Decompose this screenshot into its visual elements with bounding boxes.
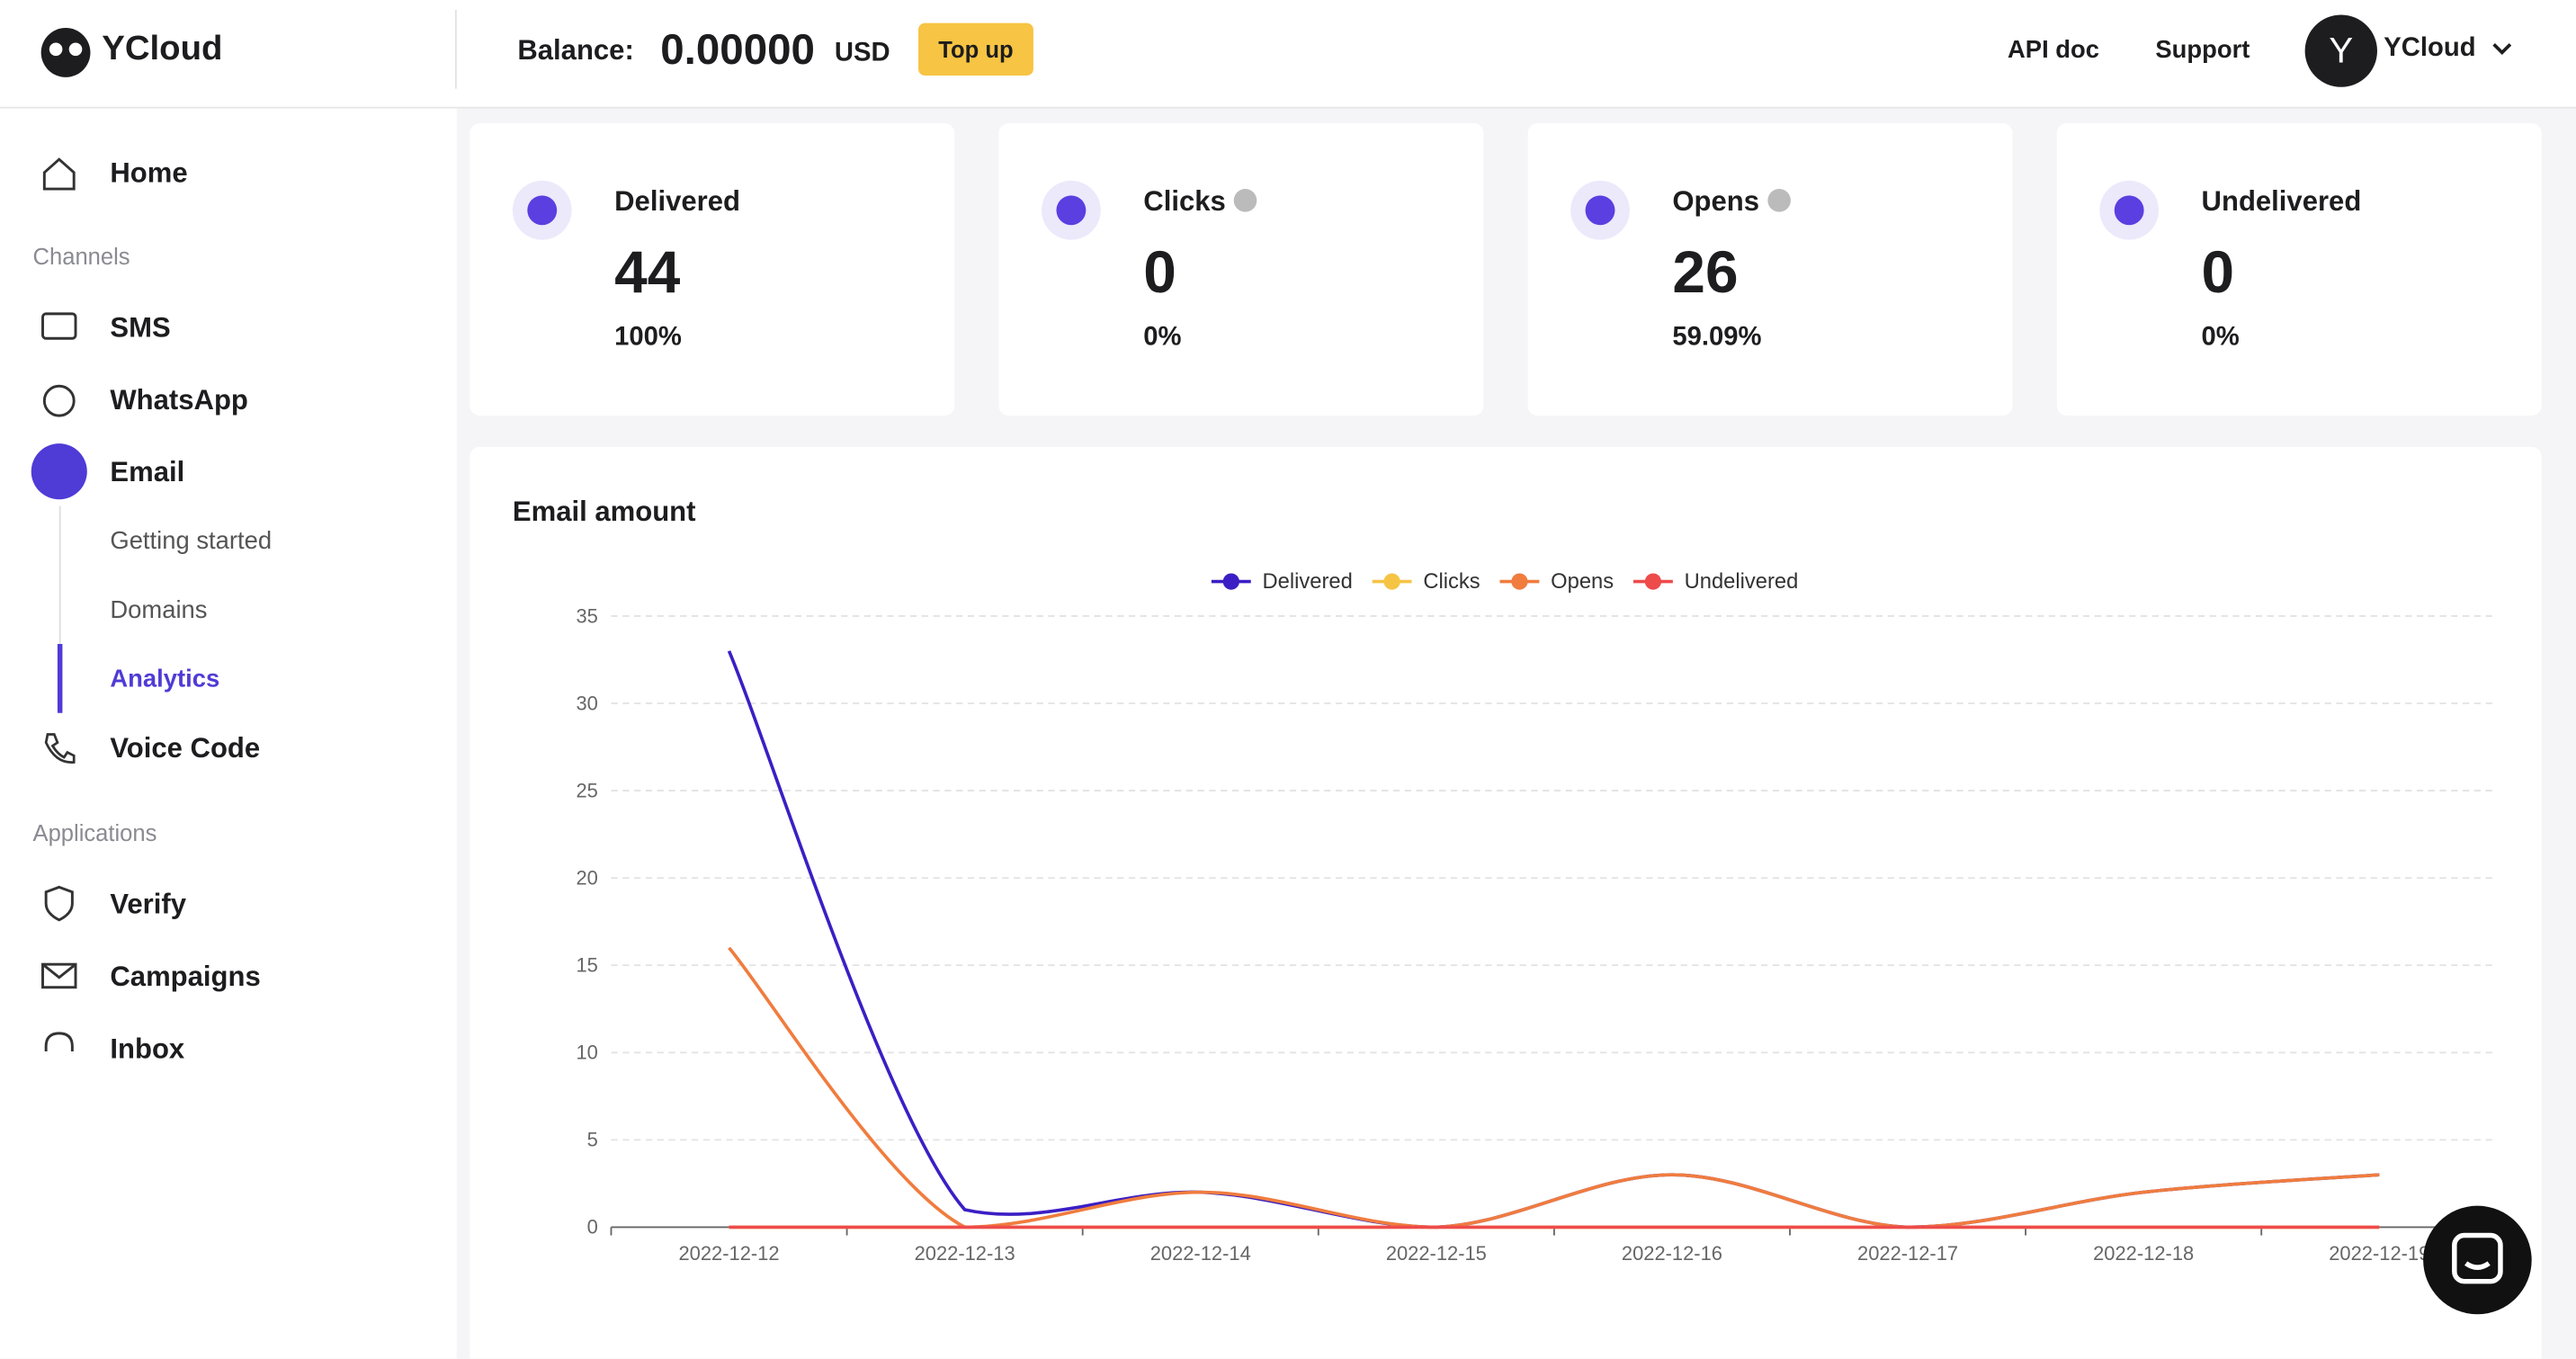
stat-rate: 59.09% xyxy=(1672,323,1762,352)
sms-icon xyxy=(41,312,77,340)
logo: YCloud xyxy=(102,29,223,67)
submenu-line xyxy=(58,505,61,713)
series-line xyxy=(728,946,2380,1229)
nav-domains[interactable]: Domains xyxy=(110,596,208,625)
x-tick-label: 2022-12-17 xyxy=(1857,1242,1958,1265)
chart-title: Email amount xyxy=(512,496,696,528)
stat-icon xyxy=(512,180,572,240)
series-line xyxy=(727,650,2380,1229)
x-tick-label: 2022-12-16 xyxy=(1622,1242,1722,1265)
legend-label: Undelivered xyxy=(1685,570,1799,594)
stat-card: Clicks 0 0% xyxy=(998,122,1484,416)
legend-symbol xyxy=(1511,573,1528,590)
inbox-icon xyxy=(44,1032,74,1051)
y-tick-label: 5 xyxy=(587,1129,598,1151)
x-tick-label: 2022-12-13 xyxy=(915,1242,1015,1265)
nav-home[interactable]: Home xyxy=(110,157,188,190)
stat-icon-dot xyxy=(527,195,558,226)
email-icon xyxy=(31,443,87,500)
whatsapp-icon xyxy=(42,384,76,417)
nav-campaigns[interactable]: Campaigns xyxy=(110,961,261,993)
voice-icon xyxy=(44,733,76,764)
stat-icon xyxy=(1570,180,1630,240)
section-heading: Channels xyxy=(32,243,130,270)
y-tick-label: 25 xyxy=(576,779,597,801)
api-doc-link[interactable]: API doc xyxy=(2008,36,2100,65)
nav-getting-started[interactable]: Getting started xyxy=(110,527,273,556)
x-tick-label: 2022-12-19 xyxy=(2329,1242,2429,1265)
legend-symbol xyxy=(1644,573,1662,590)
x-tick-label: 2022-12-18 xyxy=(2093,1242,2194,1265)
campaigns-icon xyxy=(41,962,77,989)
help-icon[interactable] xyxy=(1233,189,1257,212)
stat-icon xyxy=(1042,180,1101,240)
y-tick-label: 30 xyxy=(576,692,597,714)
stat-icon-dot xyxy=(1056,195,1087,226)
x-tick-label: 2022-12-14 xyxy=(1150,1242,1251,1265)
nav-analytics[interactable]: Analytics xyxy=(110,665,220,693)
avatar[interactable]: Y xyxy=(2304,14,2377,87)
top-up-button[interactable]: Top up xyxy=(918,22,1033,76)
stat-value: 0 xyxy=(1143,237,1176,306)
stat-value: 44 xyxy=(614,237,681,306)
y-tick-label: 35 xyxy=(576,604,597,627)
stat-icon xyxy=(2099,180,2160,240)
balance-label: Balance: xyxy=(517,34,634,67)
verify-icon xyxy=(44,885,74,922)
dropdown-icon[interactable] xyxy=(2491,41,2514,58)
stat-label: Clicks xyxy=(1143,185,1226,218)
header: YCloud Balance: 0.00000 USD Top up API d… xyxy=(0,0,2576,109)
sidebar: Home Channels SMS WhatsApp Email Getting… xyxy=(0,108,457,1359)
logo-icon xyxy=(40,28,91,77)
legend-symbol xyxy=(1383,573,1400,590)
legend-label: Opens xyxy=(1551,570,1614,594)
nav-verify[interactable]: Verify xyxy=(110,889,186,920)
nav-voice-code[interactable]: Voice Code xyxy=(110,732,261,764)
section-heading: Applications xyxy=(32,819,157,846)
user-name[interactable]: YCloud xyxy=(2384,34,2476,63)
chat-widget[interactable] xyxy=(2423,1205,2532,1315)
y-tick-label: 10 xyxy=(576,1042,597,1064)
y-tick-label: 0 xyxy=(587,1216,598,1238)
stat-icon-dot xyxy=(1585,195,1615,226)
y-tick-label: 15 xyxy=(576,954,597,977)
stat-value: 0 xyxy=(2201,237,2235,306)
nav-sms[interactable]: SMS xyxy=(110,312,171,344)
legend-symbol xyxy=(1222,573,1239,590)
legend-label: Clicks xyxy=(1423,570,1480,594)
currency: USD xyxy=(834,39,890,67)
divider xyxy=(454,9,457,89)
stat-label: Undelivered xyxy=(2201,185,2362,218)
balance-value: 0.00000 xyxy=(660,24,815,75)
stat-card: Delivered 44 100% xyxy=(470,122,955,416)
stat-rate: 100% xyxy=(614,323,682,352)
chat-icon xyxy=(2452,1232,2503,1284)
stat-card: Undelivered 0 0% xyxy=(2056,122,2542,416)
stat-card: Opens 26 59.09% xyxy=(1527,122,2013,416)
help-icon[interactable] xyxy=(1767,189,1791,212)
chart-card: Email amount xyxy=(470,446,2542,1359)
active-indicator xyxy=(57,643,63,713)
legend-label: Delivered xyxy=(1263,570,1353,594)
stat-label: Delivered xyxy=(614,185,740,218)
stat-rate: 0% xyxy=(1143,323,1182,352)
nav-whatsapp[interactable]: WhatsApp xyxy=(110,384,248,416)
x-tick-label: 2022-12-15 xyxy=(1386,1242,1487,1265)
stat-rate: 0% xyxy=(2201,323,2240,352)
nav-email[interactable]: Email xyxy=(110,456,185,488)
home-icon xyxy=(42,157,76,191)
x-tick-label: 2022-12-12 xyxy=(678,1242,779,1265)
support-link[interactable]: Support xyxy=(2155,36,2250,65)
stat-label: Opens xyxy=(1672,185,1760,218)
chart: 0 5 10 15 20 25 30 35 2022-12-12 2022-12-13 2022-1… xyxy=(576,570,2499,1265)
stat-icon-dot xyxy=(2114,195,2144,226)
nav-inbox[interactable]: Inbox xyxy=(110,1033,185,1065)
stat-value: 26 xyxy=(1672,237,1739,306)
y-tick-label: 20 xyxy=(576,866,597,889)
